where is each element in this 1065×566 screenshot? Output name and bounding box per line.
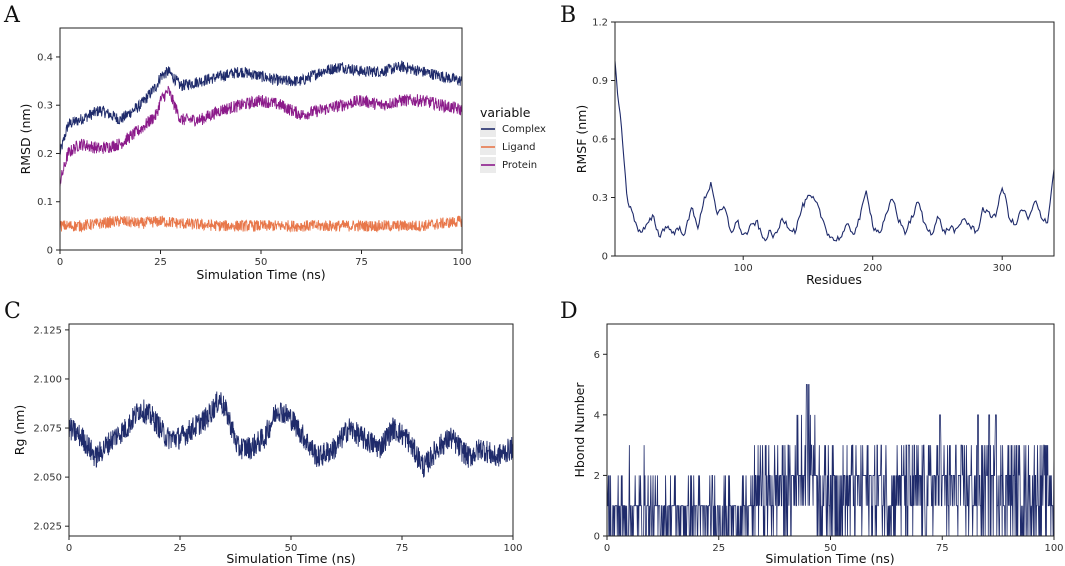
rmsf-y-axis-label: RMSF (nm) bbox=[574, 105, 589, 173]
rmsd-x-tick-label: 0 bbox=[57, 257, 63, 268]
rmsf-y-tick-label: 1.2 bbox=[592, 18, 608, 29]
rmsf-plot-area bbox=[615, 60, 1054, 242]
rmsd-series-protein bbox=[60, 85, 462, 188]
rmsf-x-tick-label: 100 bbox=[734, 263, 753, 274]
rmsd-chart: Simulation Time (ns) RMSD (nm) variable … bbox=[18, 27, 546, 282]
rg-x-tick-label: 75 bbox=[396, 543, 409, 554]
rmsd-y-tick-label: 0.4 bbox=[37, 52, 53, 63]
rg-x-tick-label: 25 bbox=[174, 543, 187, 554]
hbond-x-tick-label: 100 bbox=[1044, 543, 1063, 554]
rg-y-axis-label: Rg (nm) bbox=[12, 405, 27, 455]
rmsf-y-tick-label: 0.6 bbox=[592, 135, 608, 146]
rg-x-axis-label: Simulation Time (ns) bbox=[226, 551, 355, 566]
rg-y-tick-label: 2.125 bbox=[33, 325, 62, 336]
panel-letter-b: B bbox=[560, 3, 576, 28]
rmsd-x-axis-label: Simulation Time (ns) bbox=[196, 267, 325, 282]
rg-y-tick-label: 2.050 bbox=[33, 473, 62, 484]
rg-plot-area bbox=[69, 391, 513, 478]
rmsd-plot-area bbox=[60, 60, 462, 233]
hbond-y-axis-label: Hbond Number bbox=[572, 382, 587, 478]
legend-label-protein: Protein bbox=[502, 160, 537, 171]
rmsd-y-tick-label: 0.2 bbox=[37, 149, 53, 160]
rmsd-y-tick-label: 0 bbox=[47, 246, 53, 257]
rg-x-tick-label: 0 bbox=[66, 543, 72, 554]
rmsf-y-tick-label: 0.3 bbox=[592, 193, 608, 204]
rmsf-y-tick-label: 0.9 bbox=[592, 76, 608, 87]
rmsd-x-tick-label: 100 bbox=[452, 257, 471, 268]
rmsf-plot-frame bbox=[614, 21, 1055, 257]
hbond-y-tick-label: 0 bbox=[594, 532, 600, 543]
rmsd-x-tick-label: 50 bbox=[255, 257, 268, 268]
rmsf-y-tick-label: 0 bbox=[602, 252, 608, 263]
legend-label-ligand: Ligand bbox=[502, 142, 536, 153]
rmsd-y-axis-label: RMSD (nm) bbox=[18, 104, 33, 175]
hbond-series-line bbox=[607, 384, 1054, 536]
rg-y-tick-label: 2.025 bbox=[33, 522, 62, 533]
rmsf-series-rmsf bbox=[615, 60, 1054, 242]
hbond-y-tick-label: 6 bbox=[594, 350, 600, 361]
hbond-x-tick-label: 75 bbox=[936, 543, 949, 554]
panel-letter-d: D bbox=[560, 299, 578, 324]
rg-chart: Simulation Time (ns) Rg (nm) 0 25 50 75 100 2… bbox=[12, 323, 523, 566]
rmsd-series-complex bbox=[60, 60, 462, 155]
legend-label-complex: Complex bbox=[502, 124, 546, 135]
rmsd-series-ligand bbox=[60, 215, 462, 233]
rmsf-x-tick-label: 200 bbox=[863, 263, 882, 274]
rg-y-tick-label: 2.100 bbox=[33, 374, 62, 385]
rg-x-tick-label: 50 bbox=[285, 543, 298, 554]
rmsd-legend: variable Complex Ligand Protein bbox=[480, 105, 546, 173]
rmsd-x-tick-label: 25 bbox=[154, 257, 167, 268]
hbond-x-tick-label: 25 bbox=[712, 543, 725, 554]
rmsf-chart: Residues RMSF (nm) 100 200 300 0 0.3 0.6 0.9 1.… bbox=[574, 18, 1055, 287]
hbond-x-tick-label: 0 bbox=[604, 543, 610, 554]
rmsd-y-tick-label: 0.1 bbox=[37, 197, 53, 208]
rmsd-x-tick-label: 75 bbox=[355, 257, 368, 268]
hbond-y-tick-label: 2 bbox=[594, 471, 600, 482]
rg-series-rg bbox=[69, 391, 513, 478]
rmsf-x-axis-label: Residues bbox=[806, 272, 862, 287]
legend-title: variable bbox=[480, 105, 531, 120]
rmsd-y-tick-label: 0.3 bbox=[37, 101, 53, 112]
panel-letter-a: A bbox=[3, 3, 21, 28]
panel-letter-c: C bbox=[4, 299, 21, 324]
hbond-x-axis-label: Simulation Time (ns) bbox=[765, 551, 894, 566]
hbond-chart: Simulation Time (ns) Hbond Number 0 25 50 7… bbox=[572, 323, 1064, 566]
rmsf-x-tick-label: 300 bbox=[993, 263, 1012, 274]
rg-x-tick-label: 100 bbox=[503, 543, 522, 554]
hbond-y-tick-label: 4 bbox=[594, 410, 600, 421]
hbond-x-tick-label: 50 bbox=[824, 543, 837, 554]
rg-y-tick-label: 2.075 bbox=[33, 424, 62, 435]
hbond-plot-area bbox=[607, 384, 1054, 536]
